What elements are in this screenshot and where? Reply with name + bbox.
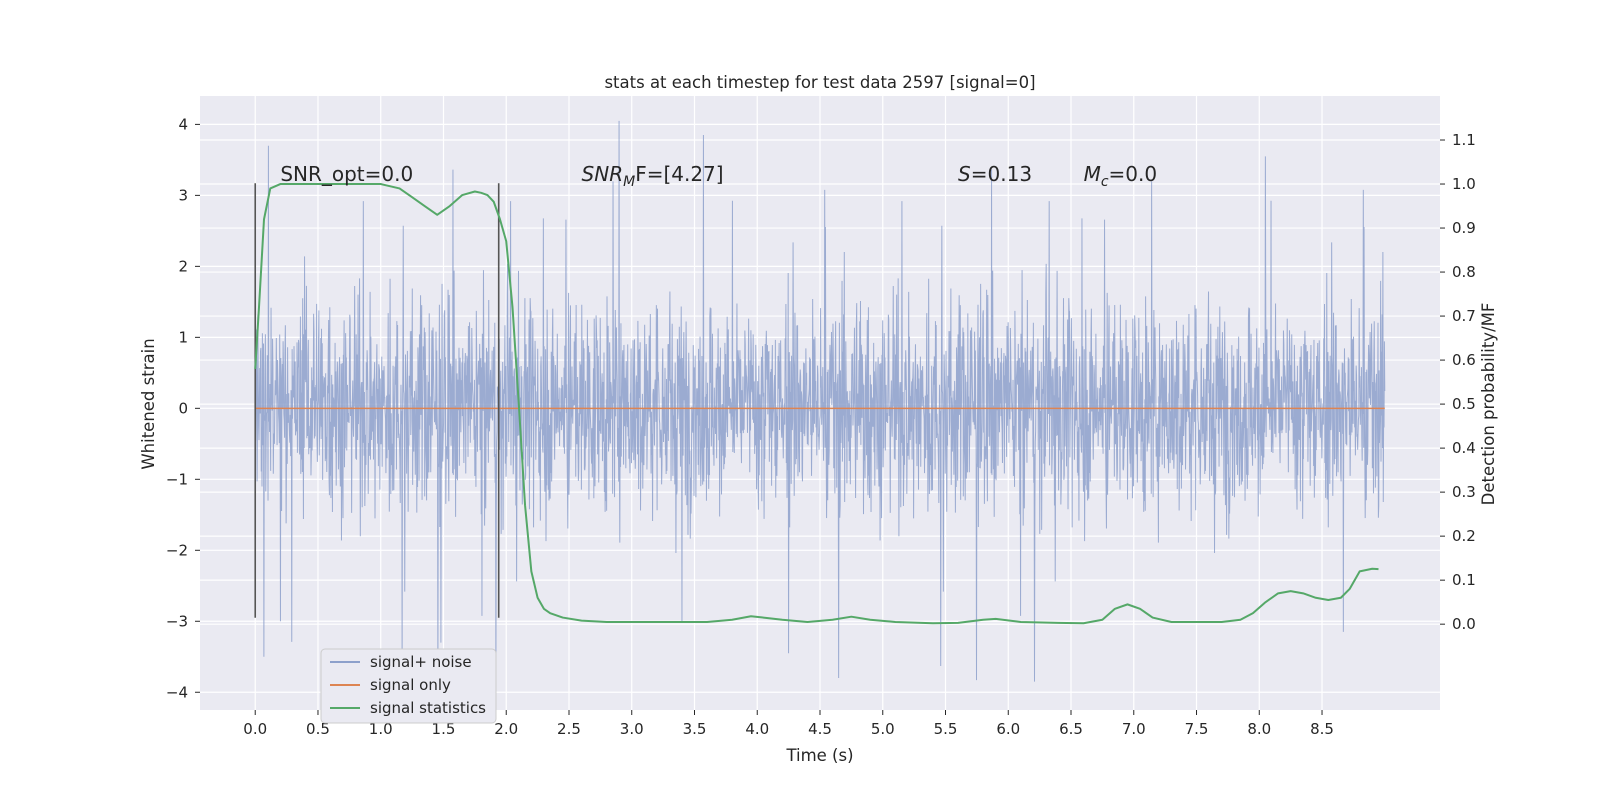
annotation-mc-stat: Mc=0.0 (1084, 162, 1158, 190)
x-tick-label: 3.0 (620, 720, 644, 738)
noise-layer (254, 120, 1386, 682)
legend-label-signal: signal only (370, 676, 451, 694)
y2-tick-label: 0.8 (1452, 263, 1476, 281)
y2-tick-label: 0.5 (1452, 395, 1476, 413)
x-tick-label: 0.0 (243, 720, 267, 738)
y-tick-label: 2 (178, 257, 188, 275)
x-tick-label: 1.5 (432, 720, 456, 738)
y2-tick-label: 0.7 (1452, 307, 1476, 325)
x-tick-label: 2.0 (494, 720, 518, 738)
stats-layer (254, 183, 1379, 625)
y-tick-label: 0 (178, 399, 188, 417)
y2-tick-label: 0.0 (1452, 615, 1476, 633)
legend-label-noise: signal+ noise (370, 653, 472, 671)
x-tick-label: 8.0 (1247, 720, 1271, 738)
y-tick-label: −2 (166, 541, 188, 559)
annotation-snr-mf: SNRMF=[4.27] (582, 162, 724, 190)
series-signal-noise-line (254, 120, 1386, 682)
y2-tick-label: 0.9 (1452, 219, 1476, 237)
y2-axis-label: Detection probability/MF (1479, 303, 1498, 506)
x-tick-label: 6.0 (996, 720, 1020, 738)
vline-layer (254, 183, 500, 618)
y-tick-label: −1 (166, 470, 188, 488)
x-tick-label: 3.5 (683, 720, 707, 738)
y-tick-label: 1 (178, 328, 188, 346)
x-tick-label: 8.5 (1310, 720, 1334, 738)
y-tick-label: −4 (166, 683, 188, 701)
annotation-s-stat: S=0.13 (958, 162, 1032, 186)
x-axis-label: Time (s) (785, 746, 853, 765)
legend-label-stats: signal statistics (370, 699, 486, 717)
x-tick-label: 4.0 (745, 720, 769, 738)
y-tick-label: 3 (178, 186, 188, 204)
annot-layer: SNR_opt=0.0 SNRMF=[4.27] S=0.13 Mc=0.0 (280, 162, 1157, 190)
y2-tick-label: 0.2 (1452, 527, 1476, 545)
legend-box (320, 648, 497, 724)
x-tick-label: 6.5 (1059, 720, 1083, 738)
x-tick-label: 5.5 (934, 720, 958, 738)
x-tick-label: 1.0 (369, 720, 393, 738)
y2-tick-label: 0.3 (1452, 483, 1476, 501)
annotation-snr-opt: SNR_opt=0.0 (280, 162, 413, 186)
x-tick-label: 7.5 (1185, 720, 1209, 738)
series-signal-statistics-line (254, 183, 1379, 625)
y2-tick-label: 1.1 (1452, 131, 1476, 149)
y2-tick-label: 1.0 (1452, 175, 1476, 193)
y2-tick-label: 0.4 (1452, 439, 1476, 457)
y2-tick-label: 0.6 (1452, 351, 1476, 369)
y-tick-label: 4 (178, 115, 188, 133)
chart-title: stats at each timestep for test data 259… (604, 73, 1035, 92)
tick-layer: 0.0 0.5 1.0 1.5 2.0 2.5 3.0 3.5 4.0 4.5 5.0 5.5 6.0 6… (166, 115, 1476, 738)
y-axis-label: Whitened strain (139, 338, 158, 469)
x-tick-label: 2.5 (557, 720, 581, 738)
x-tick-label: 7.0 (1122, 720, 1146, 738)
y2-tick-label: 0.1 (1452, 571, 1476, 589)
legend: signal+ noise signal only signal statist… (320, 648, 497, 724)
x-tick-label: 5.0 (871, 720, 895, 738)
y-tick-label: −3 (166, 612, 188, 630)
x-tick-label: 4.5 (808, 720, 832, 738)
x-tick-label: 0.5 (306, 720, 330, 738)
